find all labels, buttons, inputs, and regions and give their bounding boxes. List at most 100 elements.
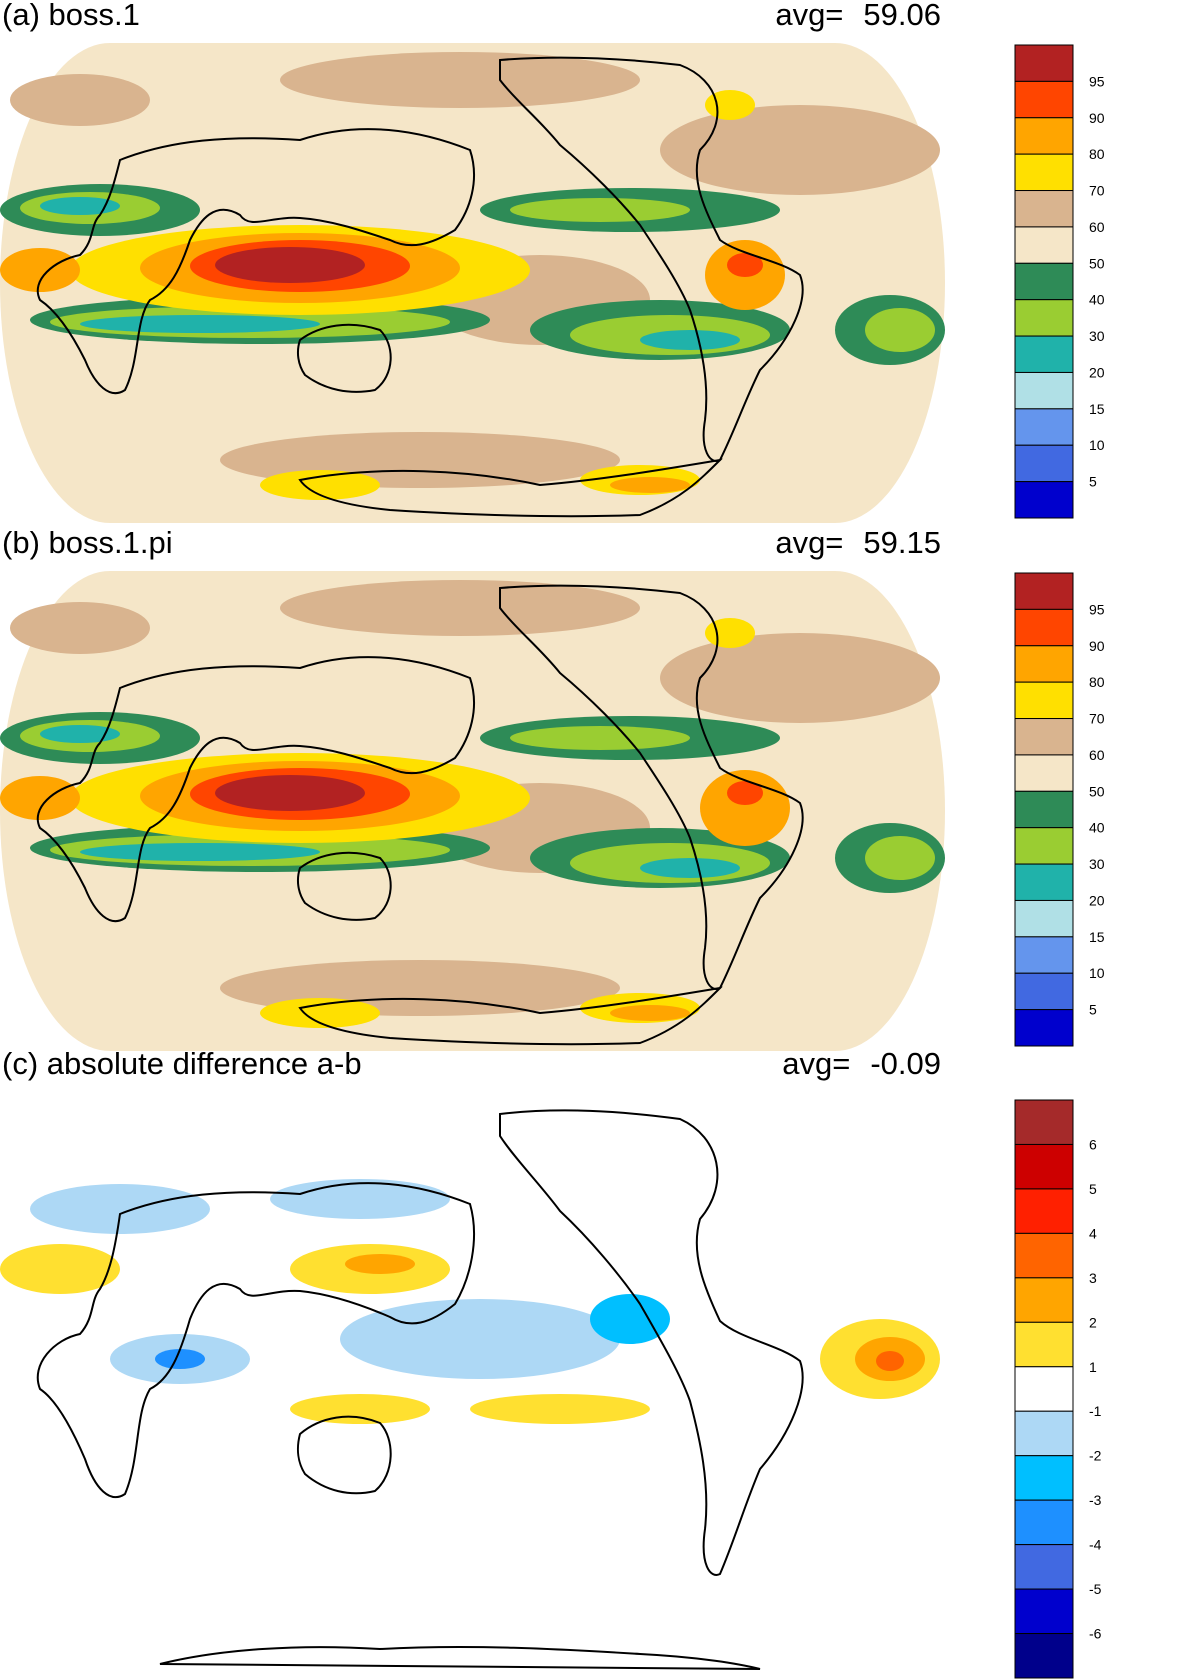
field-blob bbox=[345, 1254, 415, 1274]
field-blob bbox=[865, 308, 935, 352]
field-blob bbox=[660, 105, 940, 195]
colorbar-label: 50 bbox=[1089, 783, 1105, 799]
colorbar-swatch bbox=[1014, 681, 1074, 720]
field-blob bbox=[510, 198, 690, 222]
panel-a-colorbar: 95 90 80 70 60 50 40 30 20 15 10 5 bbox=[1014, 44, 1105, 519]
colorbar-swatch bbox=[1014, 1277, 1074, 1323]
colorbar-label: -4 bbox=[1089, 1537, 1102, 1553]
panel-a-avg-label: avg= bbox=[775, 0, 844, 32]
colorbar-label: 20 bbox=[1089, 892, 1105, 908]
colorbar-label: 3 bbox=[1089, 1270, 1097, 1286]
coastline bbox=[159, 1645, 761, 1670]
colorbar-swatch bbox=[1014, 718, 1074, 756]
colorbar-swatch bbox=[1014, 790, 1074, 829]
colorbar-label: 95 bbox=[1089, 601, 1105, 617]
field-blob bbox=[470, 1394, 650, 1424]
colorbar-swatch bbox=[1014, 1232, 1074, 1279]
colorbar-swatch bbox=[1014, 899, 1074, 938]
field-blob bbox=[155, 1349, 205, 1369]
field-blob bbox=[40, 197, 120, 215]
colorbar-label: 4 bbox=[1089, 1225, 1097, 1241]
coastline bbox=[499, 56, 804, 462]
colorbar-label: 10 bbox=[1089, 965, 1105, 981]
colorbar-swatch bbox=[1014, 1455, 1074, 1501]
colorbar-swatch bbox=[1014, 1410, 1074, 1457]
field-blob bbox=[10, 74, 150, 126]
colorbar-label: -1 bbox=[1089, 1403, 1102, 1419]
colorbar-swatch bbox=[1014, 44, 1074, 82]
colorbar-swatch bbox=[1014, 153, 1074, 192]
coastline bbox=[296, 323, 392, 393]
colorbar-label: 30 bbox=[1089, 328, 1105, 344]
field-blob bbox=[40, 725, 120, 743]
field-blob bbox=[640, 858, 740, 878]
field-blob bbox=[610, 477, 690, 493]
field-blob bbox=[510, 726, 690, 750]
colorbar-swatch bbox=[1014, 572, 1074, 610]
panel-b-average: avg= 59.15 bbox=[775, 525, 941, 561]
field-blob bbox=[10, 602, 150, 654]
panel-c-title: (c) absolute difference a-b bbox=[2, 1046, 362, 1081]
colorbar-swatch bbox=[1014, 190, 1074, 228]
colorbar-swatch bbox=[1014, 1588, 1074, 1635]
map-frame bbox=[14, 1094, 931, 1669]
panel-a: (a) boss.1 avg= 59.06 bbox=[0, 0, 1183, 525]
colorbar-swatch bbox=[1014, 444, 1074, 483]
colorbar-swatch bbox=[1014, 1009, 1074, 1047]
field-blob bbox=[705, 618, 755, 648]
field-blob bbox=[705, 90, 755, 120]
colorbar-swatch bbox=[1014, 226, 1074, 264]
field-blob bbox=[865, 836, 935, 880]
colorbar-label: 5 bbox=[1089, 1002, 1097, 1018]
colorbar-label: 10 bbox=[1089, 437, 1105, 453]
coastline bbox=[296, 1415, 392, 1495]
colorbar-swatch bbox=[1014, 972, 1074, 1011]
field-blob bbox=[30, 1184, 210, 1234]
colorbar-label: 2 bbox=[1089, 1314, 1097, 1330]
field-blob bbox=[727, 253, 763, 277]
colorbar-swatch bbox=[1014, 262, 1074, 301]
panel-c-map bbox=[0, 1094, 940, 1670]
colorbar-label: -6 bbox=[1089, 1626, 1102, 1642]
panel-b: (b) boss.1.pi avg= 59.15 bbox=[0, 525, 1183, 1053]
panel-a-average: avg= 59.06 bbox=[775, 0, 941, 33]
panel-c-average: avg= -0.09 bbox=[782, 1046, 941, 1082]
panel-b-map bbox=[0, 571, 945, 1051]
colorbar-swatch bbox=[1014, 863, 1074, 901]
field-blob bbox=[260, 998, 380, 1028]
colorbar-label: 95 bbox=[1089, 73, 1105, 89]
colorbar-swatch bbox=[1014, 481, 1074, 519]
coastline bbox=[296, 851, 392, 921]
colorbar-label: 40 bbox=[1089, 820, 1105, 836]
colorbar-swatch bbox=[1014, 299, 1074, 337]
colorbar-label: 60 bbox=[1089, 747, 1105, 763]
field-blob bbox=[727, 781, 763, 805]
colorbar-label: 90 bbox=[1089, 110, 1105, 126]
coastline bbox=[499, 1109, 804, 1576]
field-blob bbox=[215, 775, 365, 811]
panel-b-colorbar: 95 90 80 70 60 50 40 30 20 15 10 5 bbox=[1014, 572, 1105, 1047]
colorbar-label: 40 bbox=[1089, 292, 1105, 308]
colorbar-label: 5 bbox=[1089, 474, 1097, 490]
coastline bbox=[36, 128, 476, 395]
colorbar-swatch bbox=[1014, 1633, 1074, 1679]
coastline bbox=[298, 986, 723, 1046]
colorbar-label: 70 bbox=[1089, 183, 1105, 199]
colorbar-swatch bbox=[1014, 827, 1074, 865]
colorbar-swatch bbox=[1014, 1188, 1074, 1234]
field-blob bbox=[340, 1299, 620, 1379]
field-blob bbox=[590, 1294, 670, 1344]
colorbar-label: 50 bbox=[1089, 255, 1105, 271]
field-blob bbox=[640, 330, 740, 350]
coastline bbox=[499, 584, 804, 990]
colorbar-swatch bbox=[1014, 80, 1074, 119]
colorbar-swatch bbox=[1014, 754, 1074, 792]
colorbar-label: 15 bbox=[1089, 929, 1105, 945]
panel-c-avg-label: avg= bbox=[782, 1046, 851, 1081]
colorbar-swatch bbox=[1014, 608, 1074, 647]
colorbar-swatch bbox=[1014, 335, 1074, 373]
panel-c-colorbar: 6 5 4 3 2 1 -1 -2 -3 -4 -5 -6 bbox=[1014, 1099, 1102, 1679]
field-blob bbox=[0, 776, 80, 820]
field-blob bbox=[215, 247, 365, 283]
colorbar-swatch bbox=[1014, 1099, 1074, 1145]
